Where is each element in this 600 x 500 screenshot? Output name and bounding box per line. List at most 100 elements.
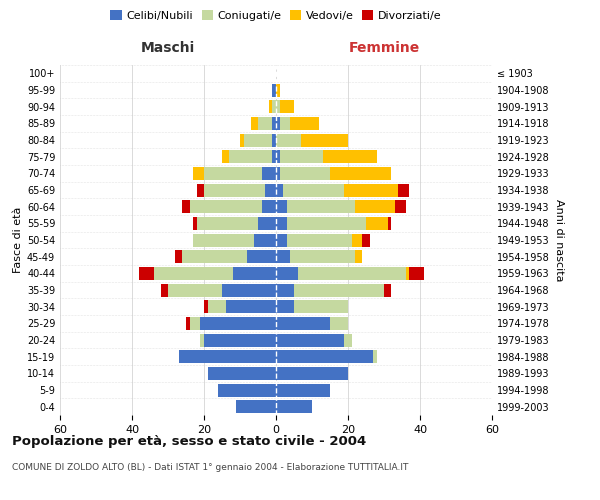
Bar	[276, 384, 330, 396]
Bar	[190, 317, 200, 330]
Bar	[208, 300, 226, 313]
Bar	[395, 200, 406, 213]
Legend: Celibi/Nubili, Coniugati/e, Vedovi/e, Divorziati/e: Celibi/Nubili, Coniugati/e, Vedovi/e, Di…	[108, 8, 444, 23]
Bar	[280, 100, 294, 113]
Bar	[262, 200, 276, 213]
Bar	[226, 300, 276, 313]
Bar	[200, 334, 204, 346]
Bar	[276, 367, 348, 380]
Bar	[193, 234, 254, 246]
Bar	[272, 150, 276, 163]
Bar	[398, 184, 409, 196]
Bar	[272, 117, 276, 130]
Bar	[384, 284, 391, 296]
Bar	[276, 317, 330, 330]
Bar	[262, 167, 276, 180]
Bar	[276, 250, 290, 263]
Bar	[287, 200, 355, 213]
Bar	[344, 334, 352, 346]
Bar	[362, 234, 370, 246]
Bar	[190, 200, 262, 213]
Bar	[161, 284, 168, 296]
Bar	[388, 217, 391, 230]
Bar	[330, 167, 391, 180]
Bar	[272, 84, 276, 96]
Bar	[290, 250, 355, 263]
Bar	[276, 234, 287, 246]
Bar	[406, 267, 409, 280]
Text: Maschi: Maschi	[141, 41, 195, 55]
Bar	[294, 284, 384, 296]
Bar	[269, 100, 272, 113]
Bar	[154, 267, 233, 280]
Bar	[276, 117, 280, 130]
Bar	[233, 267, 276, 280]
Bar	[229, 150, 272, 163]
Bar	[276, 84, 280, 96]
Y-axis label: Fasce di età: Fasce di età	[13, 207, 23, 273]
Bar	[272, 134, 276, 146]
Bar	[236, 400, 276, 413]
Bar	[294, 300, 348, 313]
Bar	[204, 167, 262, 180]
Bar	[204, 184, 265, 196]
Bar	[276, 284, 294, 296]
Bar	[355, 200, 395, 213]
Bar	[276, 100, 280, 113]
Bar	[258, 117, 272, 130]
Bar	[355, 250, 362, 263]
Bar	[175, 250, 182, 263]
Bar	[139, 267, 154, 280]
Bar	[204, 334, 276, 346]
Bar	[330, 317, 348, 330]
Bar	[276, 167, 280, 180]
Bar	[193, 167, 204, 180]
Text: COMUNE DI ZOLDO ALTO (BL) - Dati ISTAT 1° gennaio 2004 - Elaborazione TUTTITALIA: COMUNE DI ZOLDO ALTO (BL) - Dati ISTAT 1…	[12, 462, 409, 471]
Bar	[323, 150, 377, 163]
Bar	[276, 184, 283, 196]
Bar	[373, 350, 377, 363]
Bar	[276, 267, 298, 280]
Bar	[280, 117, 290, 130]
Bar	[366, 217, 388, 230]
Bar	[182, 250, 247, 263]
Bar	[276, 200, 287, 213]
Bar	[251, 117, 258, 130]
Bar	[204, 300, 208, 313]
Bar	[258, 217, 276, 230]
Bar	[222, 150, 229, 163]
Bar	[344, 184, 398, 196]
Bar	[301, 134, 348, 146]
Text: Femmine: Femmine	[349, 41, 419, 55]
Bar	[280, 150, 323, 163]
Bar	[222, 284, 276, 296]
Bar	[298, 267, 406, 280]
Bar	[409, 267, 424, 280]
Bar	[272, 100, 276, 113]
Bar	[218, 384, 276, 396]
Bar	[276, 217, 287, 230]
Bar	[287, 234, 352, 246]
Bar	[287, 217, 366, 230]
Bar	[352, 234, 362, 246]
Bar	[197, 184, 204, 196]
Bar	[276, 300, 294, 313]
Bar	[179, 350, 276, 363]
Y-axis label: Anni di nascita: Anni di nascita	[554, 198, 564, 281]
Bar	[276, 150, 280, 163]
Bar	[276, 334, 344, 346]
Bar	[186, 317, 190, 330]
Bar	[182, 200, 190, 213]
Bar	[276, 400, 312, 413]
Text: Popolazione per età, sesso e stato civile - 2004: Popolazione per età, sesso e stato civil…	[12, 435, 366, 448]
Bar	[193, 217, 197, 230]
Bar	[200, 317, 276, 330]
Bar	[168, 284, 222, 296]
Bar	[283, 184, 344, 196]
Bar	[247, 250, 276, 263]
Bar	[276, 134, 301, 146]
Bar	[280, 167, 330, 180]
Bar	[290, 117, 319, 130]
Bar	[197, 217, 258, 230]
Bar	[244, 134, 272, 146]
